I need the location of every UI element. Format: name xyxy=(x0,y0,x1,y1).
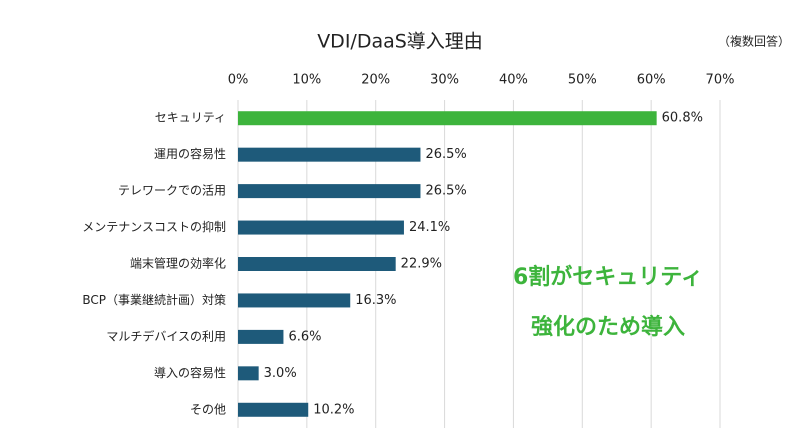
x-tick-label: 30% xyxy=(430,73,459,88)
value-label: 6.6% xyxy=(288,329,321,344)
bar xyxy=(238,147,421,162)
value-label: 16.3% xyxy=(355,293,396,308)
value-label: 22.9% xyxy=(401,257,442,272)
value-label: 3.0% xyxy=(264,366,297,381)
value-label: 60.8% xyxy=(662,111,703,126)
x-tick-label: 10% xyxy=(292,73,321,88)
bar xyxy=(238,329,284,344)
bar xyxy=(238,184,421,199)
value-label: 26.5% xyxy=(425,184,466,199)
value-label: 10.2% xyxy=(313,402,354,417)
bar xyxy=(238,220,404,235)
bar xyxy=(238,111,657,126)
x-tick-label: 70% xyxy=(706,73,735,88)
bar xyxy=(238,293,351,308)
y-tick-label: BCP（事業継続計画）対策 xyxy=(82,292,226,307)
y-tick-label: マルチデバイスの利用 xyxy=(106,328,226,343)
x-tick-label: 60% xyxy=(637,73,666,88)
y-tick-label: 導入の容易性 xyxy=(154,365,226,380)
x-tick-label: 50% xyxy=(568,73,597,88)
y-tick-label: 端末管理の効率化 xyxy=(130,256,226,271)
x-tick-label: 0% xyxy=(228,73,249,88)
value-label: 26.5% xyxy=(425,147,466,162)
bar xyxy=(238,402,309,417)
y-tick-label: メンテナンスコストの抑制 xyxy=(82,219,226,234)
y-tick-label: 運用の容易性 xyxy=(154,146,226,161)
y-tick-label: テレワークでの活用 xyxy=(118,184,226,198)
bar xyxy=(238,257,396,271)
chart-title: VDI/DaaS導入理由 xyxy=(317,31,483,53)
y-tick-label: その他 xyxy=(190,402,226,416)
chart-subtitle: （複数回答） xyxy=(718,34,790,49)
x-tick-label: 40% xyxy=(499,73,528,88)
annotation: 強化のため導入 xyxy=(531,314,685,340)
bar xyxy=(238,366,259,381)
value-label: 24.1% xyxy=(409,220,450,235)
x-tick-label: 20% xyxy=(361,73,390,88)
annotation: 6割がセキュリティ xyxy=(513,264,703,290)
y-tick-label: セキュリティ xyxy=(155,111,226,125)
